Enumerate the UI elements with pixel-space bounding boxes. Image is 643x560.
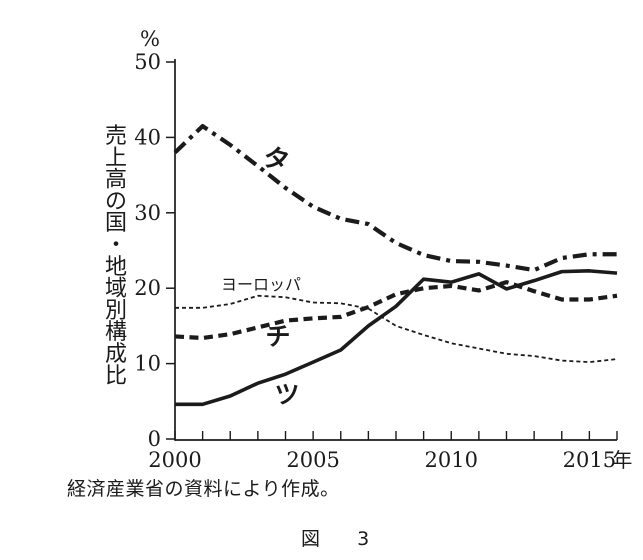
series-ta-label: タ bbox=[260, 142, 293, 178]
y-axis-title-char: 国 bbox=[105, 211, 127, 236]
figure-caption: 図 3 bbox=[301, 524, 369, 551]
figure-caption-prefix: 図 bbox=[301, 528, 321, 550]
series-ta-line bbox=[173, 123, 617, 273]
y-axis-title-char: 構 bbox=[105, 320, 127, 345]
y-axis-title-char: 地 bbox=[105, 255, 127, 280]
y-tick-label: 20 bbox=[134, 276, 161, 300]
x-tick-label: 2015 bbox=[563, 448, 616, 472]
y-tick-label: 30 bbox=[134, 201, 161, 225]
y-axis-title-char: 域 bbox=[105, 277, 127, 302]
y-axis-title-char: ・ bbox=[105, 233, 127, 258]
series-tsu-line bbox=[175, 269, 618, 407]
x-tick-label: 2005 bbox=[286, 448, 339, 472]
y-axis-title-char: 高 bbox=[105, 168, 127, 193]
y-axis-title-char: 成 bbox=[105, 342, 127, 367]
series-tsu-label: ツ bbox=[274, 380, 299, 409]
y-tick-label: 40 bbox=[134, 125, 161, 149]
y-tick-label: 50 bbox=[134, 50, 161, 74]
y-axis-title-char: の bbox=[105, 189, 127, 214]
y-tick-label: 0 bbox=[148, 427, 161, 451]
figure-caption-number: 3 bbox=[357, 528, 370, 550]
series-chi-label: チ bbox=[265, 322, 290, 351]
y-axis-title-char: 売 bbox=[105, 124, 127, 149]
y-axis-title-char: 上 bbox=[105, 146, 127, 171]
y-axis-title-char: 比 bbox=[105, 364, 127, 389]
source-note: 経済産業省の資料により作成。 bbox=[67, 478, 340, 500]
x-tick-label: 2010 bbox=[425, 448, 478, 472]
series-europe-label: ヨーロッパ bbox=[221, 275, 301, 294]
series-europe-line bbox=[175, 294, 618, 363]
sales-composition-chart: 0 10 20 30 40 50% 2000 2005 2010 2015 年 売上高の国・地域別構成… bbox=[40, 16, 643, 481]
x-tick-label: 2000 bbox=[148, 448, 201, 472]
x-axis-unit-label: 年 bbox=[612, 448, 632, 472]
y-tick-label: 10 bbox=[134, 352, 161, 376]
y-axis-title-char: 別 bbox=[105, 298, 127, 323]
series-chi-line bbox=[174, 280, 618, 341]
y-axis-unit-label: % bbox=[140, 27, 160, 51]
